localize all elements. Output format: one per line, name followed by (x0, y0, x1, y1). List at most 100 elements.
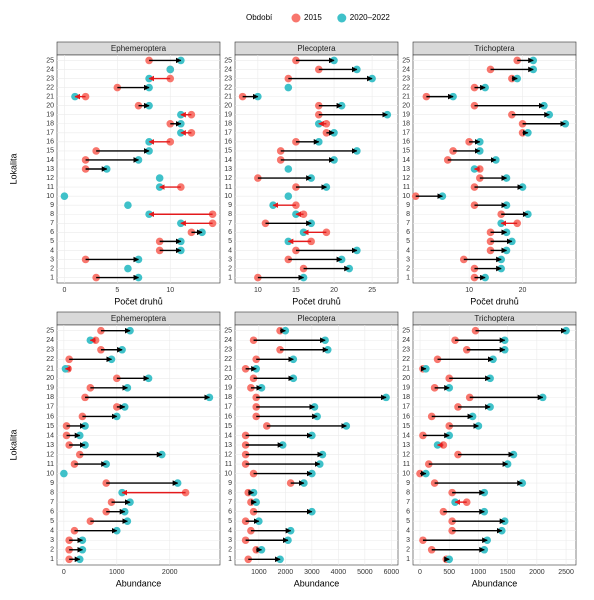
y-tick-label: 6 (406, 229, 410, 236)
y-tick-label: 18 (402, 394, 410, 401)
point-2020 (60, 192, 69, 200)
y-tick-label: 9 (50, 202, 54, 209)
y-tick-label: 15 (46, 423, 54, 430)
y-tick-label: 9 (50, 480, 54, 487)
y-tick-label: 11 (403, 461, 410, 468)
y-tick-label: 16 (224, 413, 232, 420)
y-tick-label: 17 (402, 130, 410, 137)
y-tick-label: 16 (402, 413, 410, 420)
y-tick-label: 21 (46, 93, 54, 100)
y-tick-label: 22 (224, 356, 232, 363)
x-axis-label: Abundance (116, 578, 162, 588)
x-tick-label: 1000 (471, 569, 487, 576)
y-tick-label: 14 (224, 157, 232, 164)
y-tick-label: 5 (406, 518, 410, 525)
y-tick-label: 2 (50, 265, 54, 272)
point-2015 (107, 498, 116, 506)
y-tick-label: 8 (228, 211, 232, 218)
y-tick-label: 12 (402, 175, 410, 182)
y-tick-label: 25 (402, 57, 410, 64)
y-tick-label: 9 (228, 202, 232, 209)
y-tick-label: 18 (402, 121, 410, 128)
y-tick-label: 25 (46, 57, 54, 64)
y-tick-label: 24 (402, 66, 410, 73)
x-tick-label: 10 (166, 287, 174, 294)
y-tick-label: 10 (224, 470, 232, 477)
y-tick-label: 22 (224, 84, 232, 91)
legend-swatch (337, 13, 347, 23)
point-2015 (70, 526, 79, 535)
y-tick-label: 15 (224, 148, 232, 155)
y-tick-label: 24 (46, 337, 54, 344)
y-tick-label: 6 (50, 229, 54, 236)
point-2015 (65, 355, 73, 364)
y-tick-label: 10 (402, 193, 410, 200)
y-tick-label: 24 (224, 66, 232, 73)
y-tick-label: 12 (46, 175, 54, 182)
panel-title: Plecoptera (297, 314, 336, 323)
y-tick-label: 5 (50, 518, 54, 525)
y-tick-label: 18 (224, 394, 232, 401)
y-tick-label: 2 (406, 547, 410, 554)
x-tick-label: 10 (254, 287, 262, 294)
point-2015 (78, 412, 87, 421)
y-tick-label: 1 (406, 556, 410, 563)
point-2015 (65, 545, 73, 554)
point-2015 (81, 165, 90, 173)
point-2015 (65, 441, 73, 449)
y-tick-label: 12 (224, 175, 232, 182)
point-2015 (70, 460, 79, 468)
y-tick-label: 4 (406, 528, 410, 535)
x-axis-label: Počet druhů (470, 296, 519, 306)
point-2015 (81, 393, 89, 402)
y-tick-label: 1 (228, 274, 232, 281)
y-tick-label: 18 (46, 121, 54, 128)
x-tick-label: 0 (62, 287, 66, 294)
y-tick-label: 13 (46, 442, 54, 449)
y-tick-label: 21 (402, 93, 410, 100)
y-tick-label: 7 (228, 220, 232, 227)
y-tick-label: 10 (224, 193, 232, 200)
y-tick-label: 13 (224, 166, 232, 173)
y-tick-label: 12 (46, 451, 54, 458)
panel-title: Trichoptera (474, 314, 515, 323)
y-tick-label: 19 (46, 385, 54, 392)
x-axis-label: Abundance (472, 578, 518, 588)
x-tick-label: 1000 (109, 569, 125, 576)
point-2015 (462, 498, 471, 506)
y-tick-label: 16 (224, 139, 232, 146)
y-tick-label: 5 (228, 518, 232, 525)
y-tick-label: 20 (402, 375, 410, 382)
y-tick-label: 7 (50, 220, 54, 227)
panel-title: Trichoptera (474, 44, 515, 53)
y-tick-label: 20 (46, 103, 54, 110)
y-tick-label: 17 (46, 404, 54, 411)
y-tick-label: 21 (224, 93, 232, 100)
panel-title: Ephemeroptera (111, 314, 167, 323)
y-tick-label: 12 (224, 451, 232, 458)
x-tick-label: 3000 (304, 569, 320, 576)
y-tick-label: 1 (50, 556, 54, 563)
y-tick-label: 18 (224, 121, 232, 128)
y-tick-label: 11 (225, 461, 232, 468)
y-tick-label: 1 (50, 274, 54, 281)
y-tick-label: 9 (406, 202, 410, 209)
y-tick-label: 13 (46, 166, 54, 173)
legend-label: 2020–2022 (350, 13, 391, 22)
y-tick-label: 3 (228, 256, 232, 263)
y-tick-label: 24 (224, 337, 232, 344)
y-tick-label: 14 (402, 432, 410, 439)
y-tick-label: 10 (46, 193, 54, 200)
y-tick-label: 10 (46, 470, 54, 477)
y-tick-label: 8 (406, 489, 410, 496)
x-tick-label: 0 (418, 569, 422, 576)
y-tick-label: 14 (46, 432, 54, 439)
x-tick-label: 2000 (162, 569, 178, 576)
y-tick-label: 20 (224, 103, 232, 110)
y-axis-label: Lokalita (8, 429, 18, 460)
point-2020 (284, 165, 293, 173)
y-tick-label: 1 (228, 556, 232, 563)
panel-title: Plecoptera (297, 44, 336, 53)
y-tick-label: 23 (224, 347, 232, 354)
y-tick-label: 8 (228, 489, 232, 496)
